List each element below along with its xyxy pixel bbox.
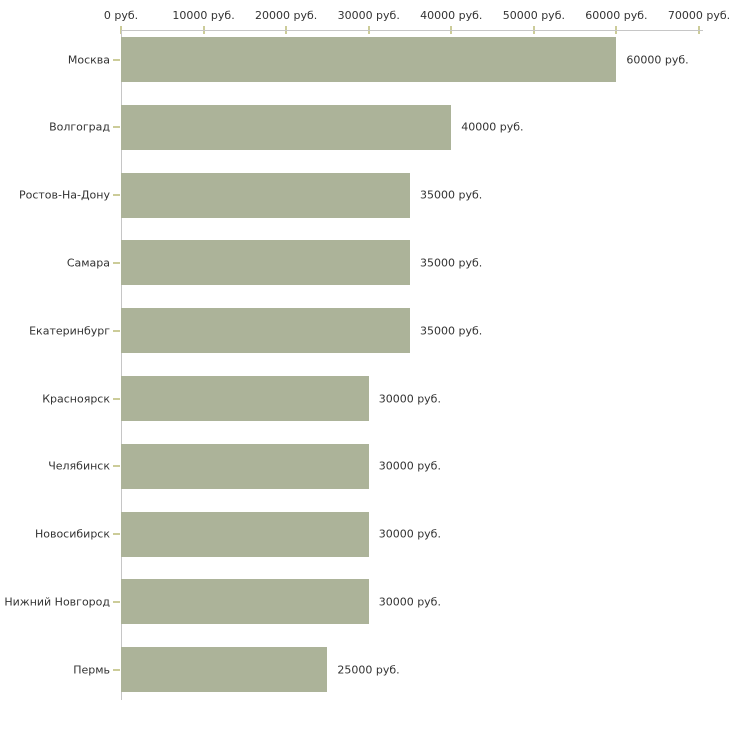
- x-axis-tick-label: 50000 руб.: [502, 9, 565, 22]
- bar: [121, 647, 328, 693]
- bar-row: Волгоград 40000 руб.: [0, 98, 730, 166]
- x-axis-tick-label: 60000 руб.: [585, 9, 648, 22]
- category-tick: [113, 465, 120, 468]
- x-axis-tick-label: 70000 руб.: [667, 9, 730, 22]
- x-axis-tick-label: 20000 руб.: [255, 9, 318, 22]
- category-label: Ростов-На-Дону: [18, 188, 110, 202]
- value-label: 25000 руб.: [337, 663, 400, 677]
- category-label: Челябинск: [48, 459, 110, 473]
- x-axis-line: [121, 30, 703, 31]
- value-label: 35000 руб.: [420, 188, 483, 202]
- category-label: Пермь: [73, 663, 110, 677]
- value-label: 35000 руб.: [420, 324, 483, 338]
- x-axis-tick-label: 40000 руб.: [420, 9, 483, 22]
- value-label: 30000 руб.: [378, 459, 441, 473]
- x-axis-tick-label: 0 руб.: [103, 9, 139, 22]
- value-label: 35000 руб.: [420, 256, 483, 270]
- bar: [121, 443, 369, 489]
- bar: [121, 37, 617, 82]
- bar: [121, 172, 410, 218]
- value-label: 30000 руб.: [378, 595, 441, 609]
- bar-row: Самара 35000 руб.: [0, 233, 730, 301]
- x-axis-tick-label: 10000 руб.: [172, 9, 235, 22]
- bar-row: Москва 60000 руб.: [0, 30, 730, 98]
- bar: [121, 511, 369, 557]
- bar: [121, 308, 410, 354]
- category-tick: [113, 668, 120, 671]
- bar: [121, 579, 369, 625]
- category-tick: [113, 397, 120, 400]
- bar-row: Красноярск 30000 руб.: [0, 369, 730, 437]
- value-label: 60000 руб.: [626, 53, 689, 66]
- bar-row: Новосибирск 30000 руб.: [0, 505, 730, 573]
- value-label: 30000 руб.: [378, 392, 441, 405]
- bar-row: Нижний Новгород 30000 руб.: [0, 572, 730, 640]
- bar: [121, 104, 452, 150]
- value-label: 40000 руб.: [461, 120, 524, 134]
- bar: [121, 240, 410, 286]
- category-tick: [113, 126, 120, 129]
- category-tick: [113, 329, 120, 332]
- bar-row: Челябинск 30000 руб.: [0, 437, 730, 505]
- bar-row: Ростов-На-Дону 35000 руб.: [0, 166, 730, 234]
- bar-row: Екатеринбург 35000 руб.: [0, 301, 730, 369]
- category-label: Новосибирск: [34, 527, 110, 541]
- category-label: Красноярск: [42, 392, 110, 405]
- category-label: Нижний Новгород: [4, 595, 110, 609]
- bar-row: Пермь 25000 руб.: [0, 640, 730, 708]
- category-tick: [113, 58, 120, 61]
- value-label: 30000 руб.: [378, 527, 441, 541]
- y-axis-line: [121, 30, 122, 700]
- category-tick: [113, 533, 120, 536]
- category-tick: [113, 261, 120, 264]
- category-label: Волгоград: [49, 120, 110, 134]
- category-tick: [113, 194, 120, 197]
- x-axis-tick-label: 30000 руб.: [337, 9, 400, 22]
- bar: [121, 376, 369, 421]
- category-label: Екатеринбург: [29, 324, 110, 338]
- category-label: Самара: [66, 256, 110, 270]
- category-tick: [113, 600, 120, 603]
- category-label: Москва: [67, 53, 110, 66]
